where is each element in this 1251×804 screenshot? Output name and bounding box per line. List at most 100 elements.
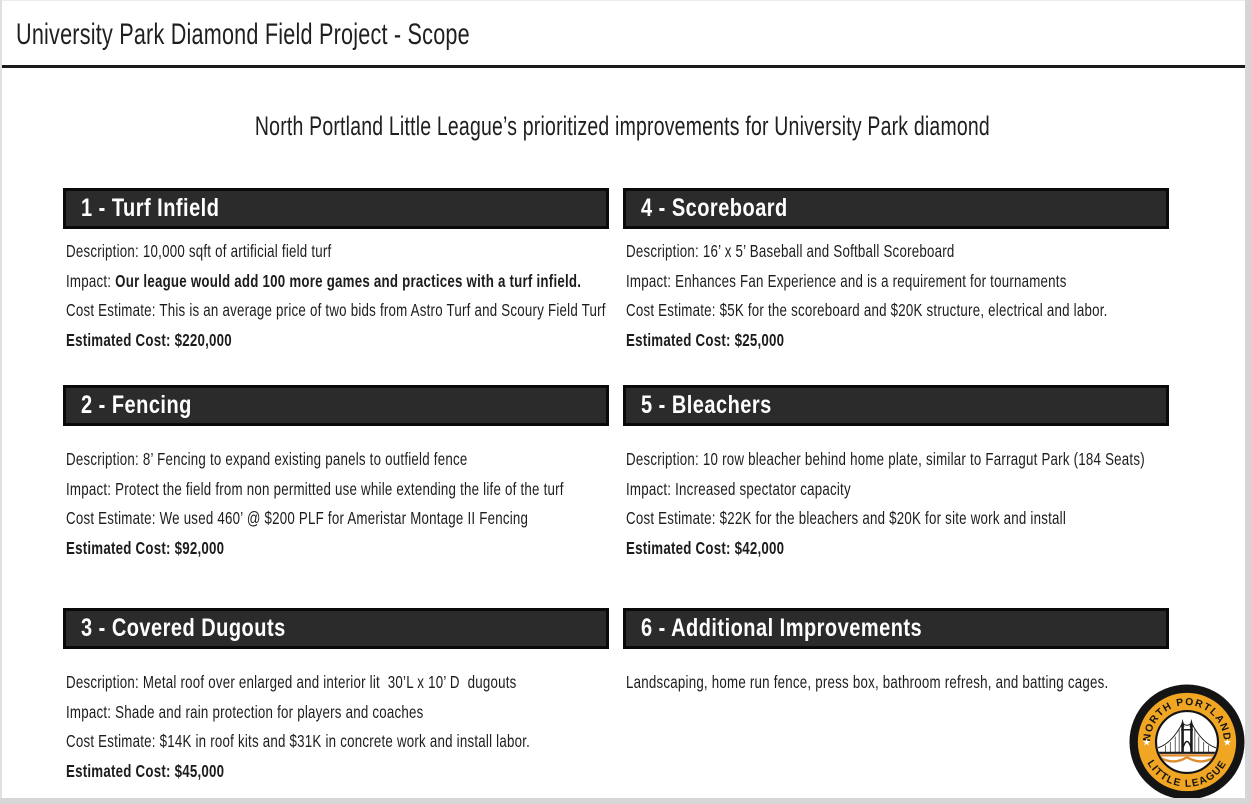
estimated-cost-line: Estimated Cost: $92,000	[66, 534, 609, 564]
cost-estimate-label: Cost Estimate:	[66, 508, 156, 528]
cost-estimate-line: Cost Estimate: $5K for the scoreboard an…	[626, 296, 1169, 326]
estimated-cost-value: $42,000	[734, 537, 785, 558]
description-line: Description: 10 row bleacher behind home…	[626, 445, 1169, 475]
estimated-cost-value: $220,000	[174, 329, 232, 350]
impact-label: Impact:	[626, 478, 672, 499]
card-header-covered-dugouts: 3 - Covered Dugouts	[63, 608, 609, 649]
description-text: 10 row bleacher behind home plate, simil…	[702, 449, 1145, 469]
cost-estimate-text: We used 460’ @ $200 PLF for Ameristar Mo…	[159, 508, 529, 528]
bridge-cable-left	[1157, 722, 1184, 749]
star-icon: ★	[1223, 738, 1232, 749]
estimated-cost-label: Estimated Cost:	[66, 760, 171, 781]
estimated-cost-label: Estimated Cost:	[66, 329, 171, 350]
card-header-label: 4 - Scoreboard	[641, 194, 788, 222]
cost-estimate-line: Cost Estimate: This is an average price …	[66, 296, 609, 326]
estimated-cost-label: Estimated Cost:	[626, 329, 731, 350]
impact-line: Impact: Our league would add 100 more ga…	[66, 267, 609, 297]
bridge-suspenders	[1165, 728, 1209, 753]
cost-estimate-line: Cost Estimate: $22K for the bleachers an…	[626, 504, 1169, 534]
card-body: Description: 10,000 sqft of artificial f…	[63, 229, 609, 355]
description-text: 16’ x 5’ Baseball and Softball Scoreboar…	[702, 241, 955, 261]
cost-estimate-label: Cost Estimate:	[626, 508, 716, 528]
cost-estimate-text: $5K for the scoreboard and $20K structur…	[719, 300, 1108, 320]
bridge-deck-orange	[1157, 754, 1217, 757]
description-line: Description: 16’ x 5’ Baseball and Softb…	[626, 237, 1169, 267]
title-divider	[0, 65, 1245, 68]
page-edge-bottom	[0, 798, 1251, 804]
card-scoreboard: 4 - Scoreboard Description: 16’ x 5’ Bas…	[623, 188, 1169, 355]
card-body: Description: Metal roof over enlarged an…	[63, 649, 609, 786]
additional-improvements-text: Landscaping, home run fence, press box, …	[626, 672, 1109, 692]
description-label: Description:	[66, 241, 139, 261]
impact-label: Impact:	[66, 701, 112, 722]
description-text: Metal roof over enlarged and interior li…	[142, 672, 517, 692]
impact-label: Impact:	[626, 270, 672, 291]
estimated-cost-line: Estimated Cost: $25,000	[626, 326, 1169, 356]
description-text: 10,000 sqft of artificial field turf	[142, 241, 332, 261]
page-title: University Park Diamond Field Project - …	[16, 18, 646, 52]
description-line: Description: 8’ Fencing to expand existi…	[66, 445, 609, 475]
impact-line: Impact: Increased spectator capacity	[626, 475, 1169, 505]
estimated-cost-line: Estimated Cost: $45,000	[66, 757, 609, 787]
card-bleachers: 5 - Bleachers Description: 10 row bleach…	[623, 385, 1169, 563]
north-portland-little-league-logo: NORTH PORTLAND LITTLE LEAGUE ★ ★	[1128, 683, 1246, 801]
card-body: Description: 16’ x 5’ Baseball and Softb…	[623, 229, 1169, 355]
estimated-cost-value: $45,000	[174, 760, 225, 781]
impact-label: Impact:	[66, 478, 112, 499]
star-icon: ★	[1142, 738, 1151, 749]
cost-estimate-text: $22K for the bleachers and $20K for site…	[719, 508, 1067, 528]
page-subtitle: North Portland Little League’s prioritiz…	[0, 111, 1245, 142]
estimated-cost-label: Estimated Cost:	[66, 537, 171, 558]
card-header-fencing: 2 - Fencing	[63, 385, 609, 426]
card-body: Description: 10 row bleacher behind home…	[623, 426, 1169, 563]
card-header-label: 2 - Fencing	[81, 391, 192, 419]
impact-text: Our league would add 100 more games and …	[115, 270, 582, 291]
estimated-cost-value: $92,000	[174, 537, 225, 558]
impact-label: Impact:	[66, 270, 112, 291]
description-label: Description:	[66, 449, 139, 469]
impact-line: Impact: Enhances Fan Experience and is a…	[626, 267, 1169, 297]
card-header-bleachers: 5 - Bleachers	[623, 385, 1169, 426]
card-header-additional-improvements: 6 - Additional Improvements	[623, 608, 1169, 649]
cost-estimate-label: Cost Estimate:	[626, 300, 716, 320]
cost-estimate-label: Cost Estimate:	[66, 731, 156, 751]
cost-estimate-line: Cost Estimate: $14K in roof kits and $31…	[66, 727, 609, 757]
card-header-label: 1 - Turf Infield	[81, 194, 220, 222]
card-turf-infield: 1 - Turf Infield Description: 10,000 sqf…	[63, 188, 609, 355]
bridge-gothic-arch	[1181, 740, 1193, 750]
description-label: Description:	[626, 449, 699, 469]
description-label: Description:	[626, 241, 699, 261]
card-header-label: 5 - Bleachers	[641, 391, 772, 419]
additional-improvements-line: Landscaping, home run fence, press box, …	[626, 668, 1169, 698]
page-subtitle-text: North Portland Little League’s prioritiz…	[254, 111, 991, 141]
cost-estimate-text: This is an average price of two bids fro…	[159, 300, 606, 320]
cost-estimate-line: Cost Estimate: We used 460’ @ $200 PLF f…	[66, 504, 609, 534]
card-header-turf-infield: 1 - Turf Infield	[63, 188, 609, 229]
description-text: 8’ Fencing to expand existing panels to …	[142, 449, 468, 469]
description-line: Description: 10,000 sqft of artificial f…	[66, 237, 609, 267]
page-edge-top	[0, 0, 1251, 1]
impact-text: Protect the field from non permitted use…	[115, 478, 564, 499]
bridge-cable-right	[1190, 722, 1217, 749]
card-body: Landscaping, home run fence, press box, …	[623, 649, 1169, 698]
impact-line: Impact: Shade and rain protection for pl…	[66, 698, 609, 728]
impact-text: Enhances Fan Experience and is a require…	[675, 270, 1067, 291]
bridge-spires	[1180, 718, 1194, 727]
card-header-label: 6 - Additional Improvements	[641, 614, 923, 642]
league-logo-badge: NORTH PORTLAND LITTLE LEAGUE ★ ★	[1129, 684, 1245, 800]
cost-estimate-label: Cost Estimate:	[66, 300, 156, 320]
card-header-label: 3 - Covered Dugouts	[81, 614, 286, 642]
page-title-text: University Park Diamond Field Project - …	[16, 18, 470, 51]
impact-line: Impact: Protect the field from non permi…	[66, 475, 609, 505]
estimated-cost-label: Estimated Cost:	[626, 537, 731, 558]
description-line: Description: Metal roof over enlarged an…	[66, 668, 609, 698]
estimated-cost-line: Estimated Cost: $220,000	[66, 326, 609, 356]
estimated-cost-line: Estimated Cost: $42,000	[626, 534, 1169, 564]
card-header-scoreboard: 4 - Scoreboard	[623, 188, 1169, 229]
estimated-cost-value: $25,000	[734, 329, 785, 350]
card-additional-improvements: 6 - Additional Improvements Landscaping,…	[623, 608, 1169, 698]
cost-estimate-text: $14K in roof kits and $31K in concrete w…	[159, 731, 531, 751]
card-body: Description: 8’ Fencing to expand existi…	[63, 426, 609, 563]
impact-text: Increased spectator capacity	[675, 478, 851, 499]
